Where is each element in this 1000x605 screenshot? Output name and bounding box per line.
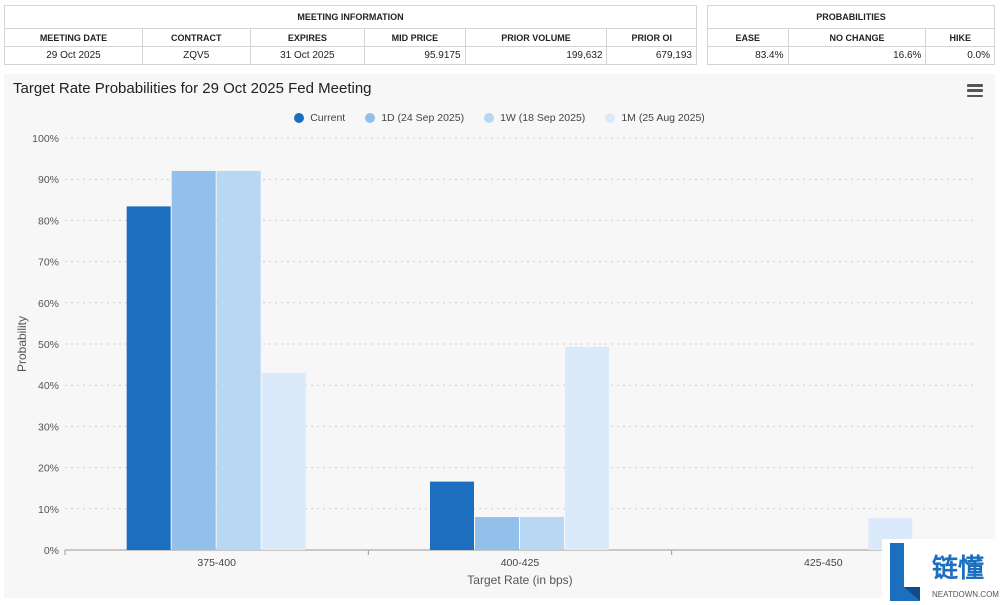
bar [261,372,306,550]
bar [126,206,171,550]
probability-bar-chart: 0% 10% 20% 30% 40% 50% 60% 70% 80% 90% 100% 375-400… [15,133,975,587]
col-hike: HIKE [925,28,995,47]
bar [565,346,609,550]
contract-value: ZQV5 [141,46,251,65]
col-mid-price: MID PRICE [364,28,466,47]
col-contract: CONTRACT [141,28,251,47]
bar [216,170,261,550]
y-tick-label: 0% [44,545,59,557]
col-prior-volume: PRIOR VOLUME [464,28,608,47]
probabilities-title: PROBABILITIES [707,5,995,29]
y-tick-label: 40% [38,380,59,392]
bar [520,517,564,550]
legend-swatch [294,113,305,123]
legend-label: 1D (24 Sep 2025) [381,112,465,124]
legend-label: 1M (25 Aug 2025) [621,112,705,124]
legend-item[interactable]: 1M (25 Aug 2025) [605,112,705,124]
meeting-information-table: MEETING INFORMATION MEETING DATE CONTRAC… [4,5,697,65]
legend-swatch [484,113,495,123]
x-tick-label: 400-425 [501,557,540,569]
x-tick-label: 375-400 [197,557,236,569]
col-ease: EASE [707,28,789,47]
legend-label: Current [310,112,346,124]
chart-legend: Current 1D (24 Sep 2025) 1W (18 Sep 2025) 1… [4,112,995,124]
y-tick-label: 50% [38,339,59,351]
y-tick-label: 80% [38,215,59,227]
prior-volume-value: 199,632 [464,46,608,65]
col-prior-oi: PRIOR OI [606,28,697,47]
bar [475,517,519,550]
chart-panel: 0% 10% 20% 30% 40% 50% 60% 70% 80% 90% 100% 375-400… [4,74,995,598]
expires-value: 31 Oct 2025 [249,46,366,65]
y-tick-label: 10% [38,504,59,516]
hike-value: 0.0% [925,46,995,65]
col-meeting-date: MEETING DATE [4,28,143,47]
mid-price-value: 95.9175 [364,46,466,65]
legend-item[interactable]: 1D (24 Sep 2025) [365,112,464,124]
meeting-date-value: 29 Oct 2025 [4,46,143,65]
y-tick-label: 30% [38,421,59,433]
x-tick-label: 425-450 [804,557,843,569]
chart-menu-icon[interactable] [967,84,983,97]
col-expires: EXPIRES [249,28,366,47]
chart-title: Target Rate Probabilities for 29 Oct 202… [13,80,372,97]
x-axis-title: Target Rate (in bps) [467,573,572,587]
svg-text:链懂: 链懂 [932,553,984,584]
col-no-change: NO CHANGE [787,28,927,47]
y-tick-label: 20% [38,463,59,475]
prior-oi-value: 679,193 [606,46,697,65]
y-tick-label: 70% [38,257,59,269]
y-tick-label: 60% [38,298,59,310]
bar [171,170,216,550]
neatdown-watermark-logo: 链懂 NEATDOWN.COM [882,539,1000,605]
no-change-value: 16.6% [787,46,927,65]
legend-item[interactable]: Current [294,112,345,124]
y-tick-label: 100% [32,133,59,145]
y-axis-title: Probability [15,316,29,372]
legend-label: 1W (18 Sep 2025) [500,112,586,124]
legend-swatch [365,113,376,123]
legend-item[interactable]: 1W (18 Sep 2025) [484,112,585,124]
svg-text:NEATDOWN.COM: NEATDOWN.COM [932,590,999,599]
bar [430,481,474,550]
legend-swatch [605,113,616,123]
meeting-info-title: MEETING INFORMATION [4,5,697,29]
y-tick-label: 90% [38,174,59,186]
ease-value: 83.4% [707,46,789,65]
probabilities-table: PROBABILITIES EASE NO CHANGE HIKE 83.4% … [707,5,995,65]
